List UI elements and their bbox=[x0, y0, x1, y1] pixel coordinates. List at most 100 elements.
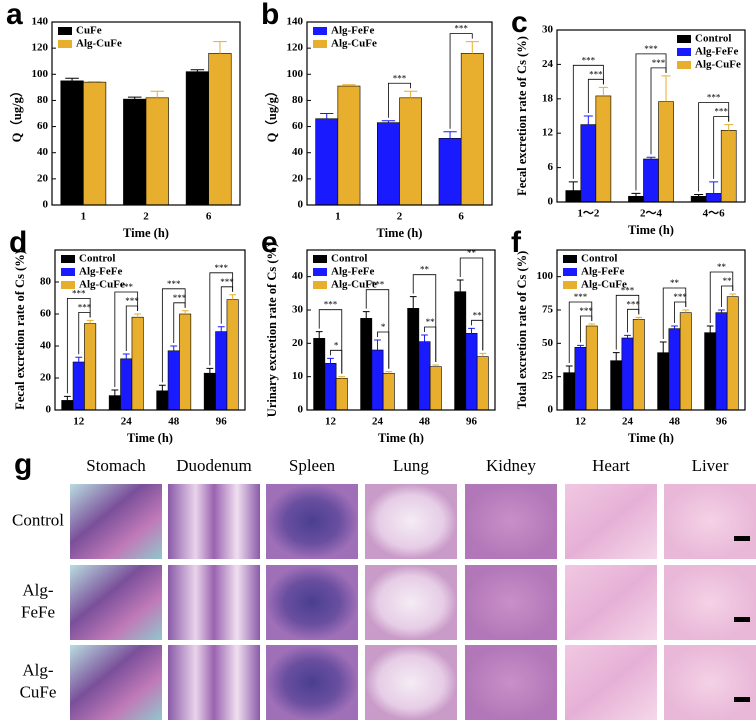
x-tick-label: 48 bbox=[669, 416, 681, 428]
error-bar bbox=[362, 311, 370, 319]
error-bar bbox=[718, 309, 725, 313]
tissue-image bbox=[168, 484, 260, 559]
tissue-image bbox=[465, 645, 557, 720]
row-label: CuFe bbox=[20, 682, 57, 701]
x-tick-label: 96 bbox=[216, 416, 228, 428]
y-tick-label: 20 bbox=[292, 337, 304, 349]
significance-label: *** bbox=[574, 292, 588, 302]
y-axis-label: Fecal excretion rate of Cs (%) bbox=[515, 36, 529, 196]
bar bbox=[376, 122, 400, 206]
y-tick-label: 140 bbox=[287, 16, 304, 28]
significance-label: *** bbox=[673, 292, 687, 302]
y-tick-label: 25 bbox=[542, 370, 554, 382]
y-tick-label: 20 bbox=[40, 372, 52, 384]
significance-bracket bbox=[572, 64, 604, 179]
legend-label: Alg-FeFe bbox=[581, 266, 624, 278]
legend-swatch bbox=[61, 268, 75, 276]
significance-label: *** bbox=[589, 69, 603, 79]
bar bbox=[120, 358, 133, 411]
error-bar bbox=[709, 181, 719, 194]
error-bar bbox=[465, 41, 479, 54]
column-label: Liver bbox=[692, 456, 729, 475]
tissue-image bbox=[365, 484, 457, 559]
bar bbox=[179, 313, 192, 411]
error-bar bbox=[661, 75, 671, 102]
y-tick-label: 100 bbox=[32, 68, 49, 80]
significance-bracket bbox=[330, 349, 343, 374]
tissue-image bbox=[266, 645, 358, 720]
legend-label: Alg-CuFe bbox=[581, 279, 627, 291]
tissue-image bbox=[664, 565, 756, 640]
error-bar bbox=[181, 310, 189, 314]
y-tick-label: 80 bbox=[37, 94, 49, 106]
y-tick-label: 30 bbox=[292, 304, 304, 316]
bar bbox=[668, 328, 681, 411]
plot-frame bbox=[306, 249, 496, 411]
error-bar bbox=[190, 69, 205, 72]
column-label: Lung bbox=[393, 456, 429, 475]
error-bar bbox=[342, 84, 356, 87]
x-tick-label: 24 bbox=[372, 416, 384, 428]
tissue-image bbox=[565, 565, 657, 640]
y-axis-label: Q（ug/g） bbox=[9, 85, 24, 143]
significance-bracket bbox=[173, 302, 186, 343]
bar bbox=[658, 101, 674, 203]
x-tick-label: 1 bbox=[335, 211, 341, 223]
significance-label: *** bbox=[324, 300, 338, 310]
legend-label: Alg-CuFe bbox=[331, 38, 377, 50]
x-tick-label: 6 bbox=[206, 211, 212, 223]
scale-bar bbox=[734, 536, 750, 541]
error-bar bbox=[338, 376, 346, 379]
significance-bracket bbox=[78, 312, 91, 355]
bar bbox=[335, 378, 348, 411]
error-bar bbox=[565, 365, 573, 373]
row-label: FeFe bbox=[21, 602, 55, 621]
tissue-image bbox=[266, 565, 358, 640]
y-tick-label: 80 bbox=[40, 276, 52, 288]
bar bbox=[337, 85, 361, 206]
error-bar bbox=[134, 313, 142, 318]
significance-bracket bbox=[587, 78, 604, 113]
y-tick-label: 20 bbox=[292, 172, 304, 184]
significance-label: *** bbox=[626, 299, 640, 309]
x-tick-label: 6 bbox=[458, 211, 464, 223]
plot-frame bbox=[54, 249, 246, 411]
bar bbox=[156, 390, 169, 411]
error-bar bbox=[217, 326, 225, 332]
significance-label: ** bbox=[717, 262, 727, 272]
significance-label: *** bbox=[167, 279, 181, 289]
y-tick-label: 30 bbox=[542, 24, 554, 36]
significance-label: *** bbox=[644, 44, 658, 54]
legend-swatch bbox=[61, 281, 75, 289]
error-bar bbox=[694, 194, 704, 197]
error-bar bbox=[631, 192, 641, 197]
error-bar bbox=[87, 80, 102, 83]
bar bbox=[705, 193, 722, 203]
bar bbox=[418, 341, 431, 411]
x-tick-label: 4～6 bbox=[703, 208, 725, 220]
significance-label: *** bbox=[652, 58, 666, 68]
x-axis-label: Time (h) bbox=[377, 226, 423, 240]
x-tick-label: 1 bbox=[81, 211, 87, 223]
column-label: Duodenum bbox=[176, 456, 252, 475]
panel-letter: g bbox=[14, 448, 32, 481]
column-label: Kidney bbox=[486, 456, 537, 475]
bar bbox=[203, 372, 216, 411]
panel-letter: b bbox=[261, 0, 279, 31]
y-tick-label: 20 bbox=[37, 172, 49, 184]
legend-label: Alg-CuFe bbox=[695, 59, 741, 71]
x-tick-label: 12 bbox=[325, 416, 337, 428]
bar bbox=[610, 360, 623, 411]
significance-label: *** bbox=[621, 285, 635, 295]
significance-bracket bbox=[662, 287, 687, 339]
error-bar bbox=[315, 331, 323, 339]
x-axis-label: Time (h) bbox=[378, 431, 424, 445]
bar bbox=[563, 372, 576, 411]
tissue-image bbox=[365, 565, 457, 640]
tissue-image bbox=[70, 484, 162, 559]
bar bbox=[83, 81, 107, 206]
y-tick-label: 40 bbox=[292, 270, 304, 282]
legend-label: Alg-CuFe bbox=[79, 279, 125, 291]
legend-label: Control bbox=[581, 253, 617, 265]
significance-bracket bbox=[114, 291, 139, 387]
